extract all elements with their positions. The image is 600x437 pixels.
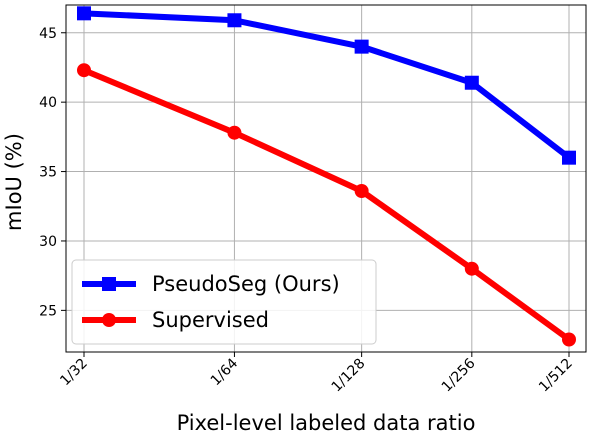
supervised-point (562, 332, 576, 347)
y-tick-label: 40 (39, 95, 57, 111)
pseudoseg-ours-point (77, 6, 91, 21)
supervised-legend-marker (102, 313, 116, 327)
y-tick-label: 45 (39, 26, 57, 42)
pseudoseg-ours-point (354, 39, 369, 54)
y-axis-label: mIoU (%) (2, 133, 26, 231)
y-axis: 25 30 35 40 45 (39, 26, 66, 319)
supervised-point (77, 63, 91, 78)
pseudoseg-ours-legend-marker (102, 277, 116, 291)
x-axis-label: Pixel-level labeled data ratio (177, 411, 476, 435)
y-tick-label: 25 (39, 303, 57, 319)
grid (66, 5, 586, 352)
legend-box (71, 259, 377, 345)
pseudoseg-ours-point (227, 13, 242, 28)
pseudoseg-ours-legend-label: PseudoSeg (Ours) (152, 272, 340, 296)
supervised-point (354, 183, 369, 198)
supervised-point (464, 261, 479, 276)
y-tick-label: 35 (39, 165, 57, 181)
pseudoseg-ours-point (562, 150, 576, 165)
y-tick-label: 30 (39, 234, 57, 250)
pseudoseg-ours-point (464, 75, 479, 90)
plot-frame (65, 4, 587, 353)
series-layer (77, 6, 576, 347)
legend: PseudoSeg (Ours) Supervised (71, 259, 377, 345)
supervised-legend-label: Supervised (152, 308, 269, 332)
supervised-point (227, 125, 242, 140)
